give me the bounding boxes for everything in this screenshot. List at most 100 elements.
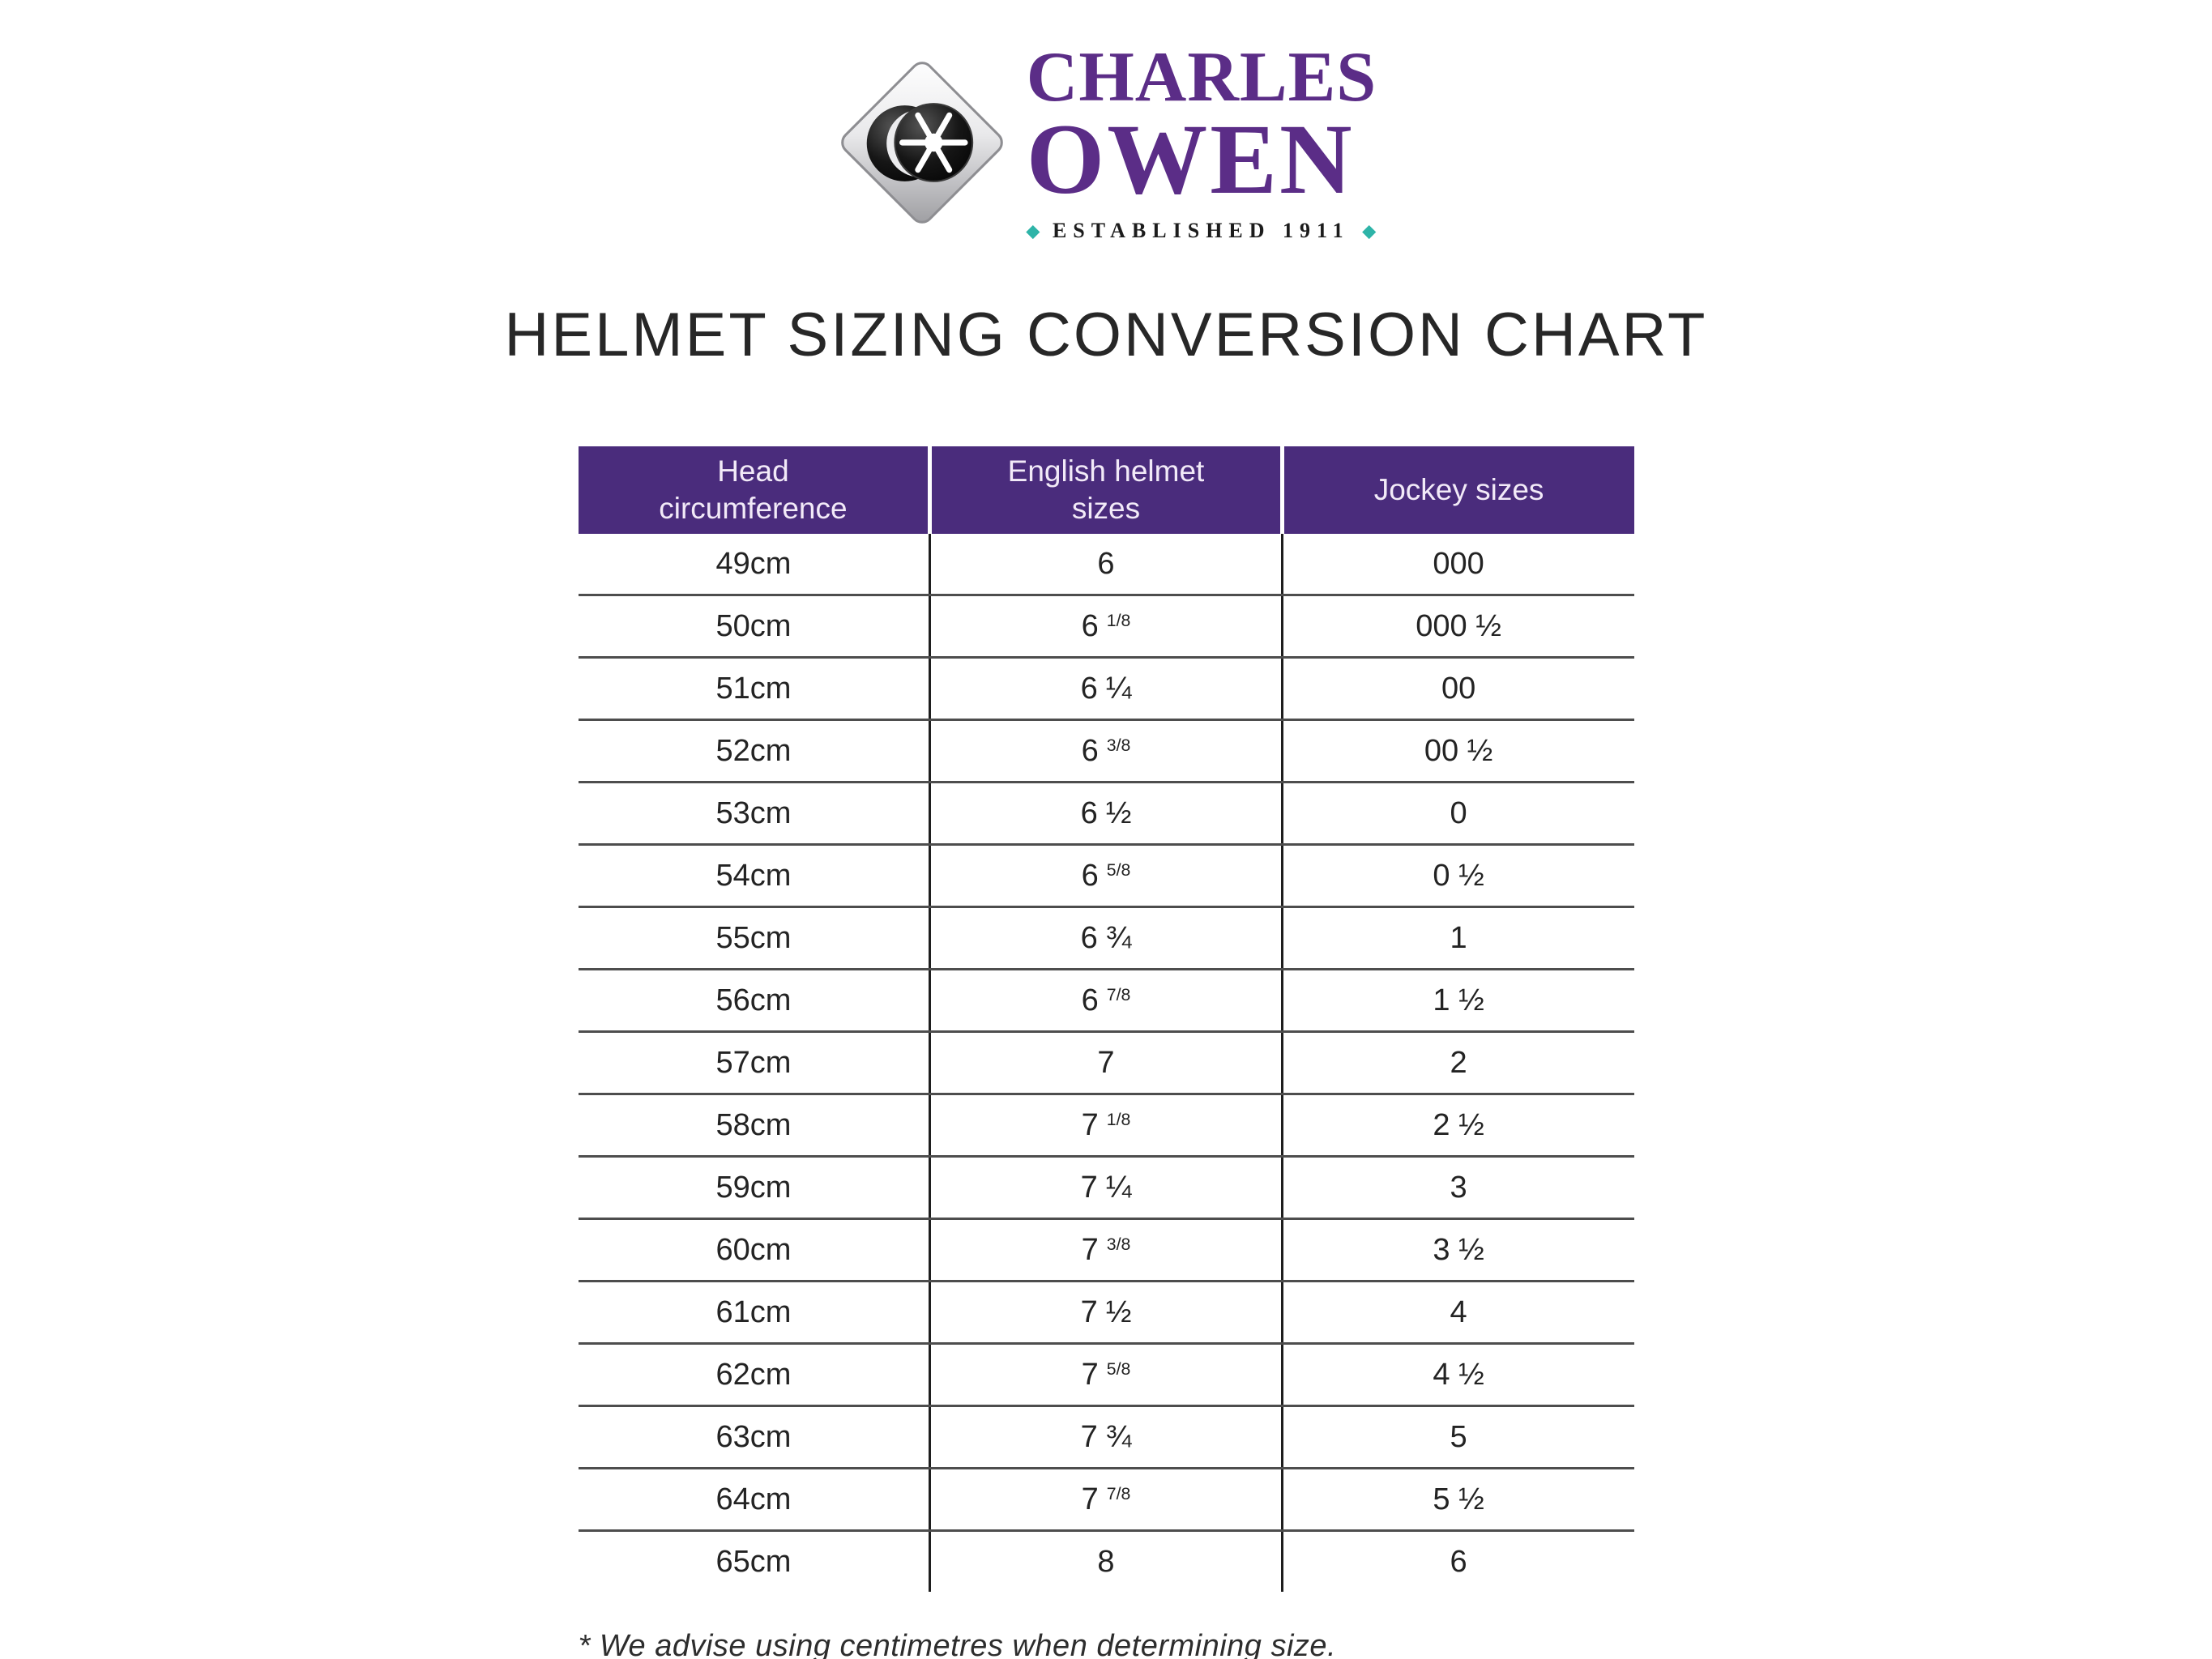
head-circumference-cell: 56cm (578, 969, 930, 1034)
jockey-size-cell: 3 ½ (1280, 1218, 1634, 1283)
header-line: English helmet (1007, 454, 1205, 488)
header-row: Head circumference English helmet sizes … (578, 446, 1634, 535)
table-row: 53cm 6 ½ 0 (578, 782, 1634, 847)
head-circumference-cell: 50cm (578, 595, 930, 659)
english-size-fraction: 1/8 (1106, 1109, 1131, 1129)
english-size-fraction: ¼ (1105, 671, 1132, 706)
english-size-cell: 6 5/8 (929, 844, 1283, 909)
english-size-whole: 6 (1080, 795, 1098, 830)
table-row: 56cm 6 7/8 1 ½ (578, 969, 1634, 1034)
table-row: 50cm 6 1/8 000 ½ (578, 595, 1634, 659)
head-circumference-cell: 61cm (578, 1281, 930, 1346)
header-line: Jockey sizes (1373, 472, 1544, 506)
english-size-cell: 7 (929, 1031, 1283, 1096)
col-header-english-helmet-sizes: English helmet sizes (928, 446, 1283, 535)
head-circumference-cell: 62cm (578, 1343, 930, 1408)
table-row: 64cm 7 7/8 5 ½ (578, 1468, 1634, 1533)
head-circumference-cell: 49cm (578, 534, 930, 597)
table-row: 65cm 8 6 (579, 1530, 1634, 1593)
english-size-cell: 6 7/8 (929, 969, 1283, 1034)
table-row: 59cm 7 ¼ 3 (578, 1156, 1634, 1221)
footnote: * We advise using centimetres when deter… (578, 1629, 1337, 1659)
established-text: ESTABLISHED 1911 (1052, 219, 1350, 243)
table-row: 63cm 7 ¾ 5 (578, 1405, 1634, 1470)
english-size-fraction: ¾ (1105, 1419, 1132, 1454)
table-row: 51cm 6 ¼ 00 (578, 657, 1634, 722)
english-size-whole: 7 (1081, 1107, 1099, 1142)
diamond-icon: ◆ (1026, 220, 1040, 241)
head-circumference-cell: 63cm (578, 1405, 930, 1470)
english-size-whole: 7 (1080, 1294, 1098, 1329)
jockey-size-cell: 0 (1280, 782, 1634, 847)
size-table-header: Head circumference English helmet sizes … (578, 446, 1634, 535)
table-row: 49cm 6 000 (578, 534, 1634, 597)
brand-emblem-icon (840, 62, 1003, 224)
table-row: 55cm 6 ¾ 1 (578, 906, 1634, 971)
english-size-fraction: 5/8 (1106, 859, 1131, 880)
english-size-fraction: 5/8 (1106, 1358, 1131, 1379)
head-circumference-cell: 64cm (578, 1468, 930, 1533)
english-size-whole: 7 (1081, 1232, 1099, 1267)
col-header-jockey-sizes: Jockey sizes (1279, 446, 1634, 535)
english-size-cell: 7 7/8 (929, 1468, 1283, 1533)
jockey-size-cell: 1 (1280, 906, 1634, 971)
english-size-fraction: 7/8 (1106, 984, 1131, 1004)
table-row: 54cm 6 5/8 0 ½ (578, 844, 1634, 909)
english-size-whole: 7 (1081, 1482, 1099, 1516)
jockey-size-cell: 4 (1280, 1281, 1634, 1346)
size-table-body: 49cm 6 000 50cm 6 1/8 000 ½ 51cm 6 ¼ 00 52cm 6 3/8 00 … (578, 534, 1634, 1593)
jockey-size-cell: 2 ½ (1280, 1094, 1634, 1158)
brand-logo: CHARLES OWEN ◆ ESTABLISHED 1911 ◆ (0, 0, 2212, 243)
english-size-whole: 7 (1081, 1357, 1099, 1392)
head-circumference-cell: 54cm (578, 844, 930, 909)
brand-name-line1: CHARLES (1026, 38, 1377, 117)
size-table: Head circumference English helmet sizes … (578, 446, 1634, 1593)
english-size-whole: 7 (1097, 1045, 1115, 1080)
sizing-table-wrap: Head circumference English helmet sizes … (578, 446, 1634, 1593)
table-row: 57cm 7 2 (578, 1031, 1634, 1096)
english-size-fraction: ¼ (1105, 1170, 1132, 1205)
jockey-size-cell: 5 (1280, 1405, 1634, 1470)
table-row: 58cm 7 1/8 2 ½ (578, 1094, 1634, 1158)
english-size-cell: 6 3/8 (929, 719, 1283, 784)
english-size-fraction: 7/8 (1106, 1483, 1131, 1503)
english-size-whole: 6 (1097, 546, 1115, 581)
english-size-whole: 7 (1080, 1419, 1098, 1454)
english-size-whole: 6 (1081, 983, 1099, 1017)
header-line: circumference (659, 492, 848, 526)
head-circumference-cell: 51cm (578, 657, 930, 722)
jockey-size-cell: 000 ½ (1280, 595, 1634, 659)
english-size-fraction: ½ (1105, 1294, 1132, 1329)
head-circumference-cell: 65cm (715, 1544, 792, 1579)
english-size-whole: 6 (1081, 733, 1099, 768)
head-circumference-cell: 57cm (578, 1031, 930, 1096)
english-size-whole: 6 (1080, 920, 1098, 955)
english-size-cell: 6 (929, 534, 1283, 597)
head-circumference-cell: 60cm (578, 1218, 930, 1283)
head-circumference-cell: 52cm (578, 719, 930, 784)
english-size-cell: 6 1/8 (929, 595, 1283, 659)
english-size-whole: 6 (1080, 671, 1098, 706)
jockey-size-cell: 6 (1280, 1530, 1634, 1593)
english-size-cell: 7 5/8 (929, 1343, 1283, 1408)
english-size-fraction: ¾ (1105, 920, 1132, 955)
col-header-head-circumference: Head circumference (578, 446, 930, 535)
english-size-fraction: ½ (1105, 795, 1132, 830)
jockey-size-cell: 3 (1280, 1156, 1634, 1221)
head-circumference-cell: 55cm (578, 906, 930, 971)
jockey-size-cell: 0 ½ (1280, 844, 1634, 909)
english-size-whole: 6 (1081, 608, 1099, 643)
english-size-whole: 7 (1080, 1170, 1098, 1205)
head-circumference-cell: 58cm (578, 1094, 930, 1158)
jockey-size-cell: 00 (1280, 657, 1634, 722)
jockey-size-cell: 2 (1280, 1031, 1634, 1096)
table-row: 61cm 7 ½ 4 (578, 1281, 1634, 1346)
english-size-fraction: 3/8 (1106, 1234, 1131, 1254)
